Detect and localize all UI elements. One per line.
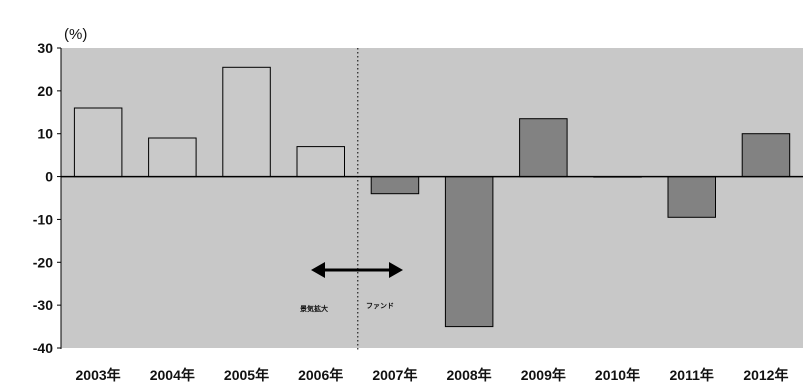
bar-2007年: [370, 176, 420, 195]
x-tick-label: 2008年: [447, 367, 492, 383]
x-tick-label: 2003年: [76, 367, 121, 383]
bar-2008年: [444, 176, 494, 328]
x-tick-label: 2007年: [372, 367, 417, 383]
period-arrow: [311, 262, 403, 278]
y-tick-label: -30: [33, 297, 53, 313]
y-tick-label: -40: [33, 340, 53, 356]
x-tick-label: 2006年: [298, 367, 343, 383]
bar-2006年: [296, 146, 345, 178]
x-tick-label: 2011年: [670, 367, 714, 383]
x-tick-label: 2004年: [150, 367, 195, 383]
x-tick-label: 2009年: [521, 367, 566, 383]
y-tick-label: 30: [37, 40, 53, 56]
bar-2011年: [667, 176, 716, 218]
y-tick-label: -10: [33, 211, 53, 227]
x-tick-label: 2010年: [595, 367, 640, 383]
bar-2004年: [148, 137, 197, 178]
x-tick-label: 2005年: [224, 367, 269, 383]
y-tick-label: -20: [33, 254, 53, 270]
y-tick-label: 10: [37, 126, 53, 142]
arrow-left-label: 景気拡大: [299, 304, 328, 313]
bar-2005年: [222, 66, 271, 178]
y-axis: 30 20 10 0 -10 -20 -30 -40: [33, 40, 61, 356]
bar-2009年: [519, 118, 568, 178]
y-tick-label: 20: [37, 83, 53, 99]
arrow-right-head: [389, 262, 403, 278]
unit-label: (%): [64, 26, 87, 43]
x-axis: 2003年 2004年 2005年 2006年 2007年 2008年 2009年 2010年…: [76, 367, 789, 383]
bar-2003年: [73, 107, 123, 178]
x-tick-label: 2012年: [743, 367, 788, 383]
bar-2012年: [741, 133, 791, 178]
arrow-left-head: [311, 262, 325, 278]
y-tick-label: 0: [45, 169, 53, 185]
arrow-right-label: ファンド: [366, 302, 394, 310]
